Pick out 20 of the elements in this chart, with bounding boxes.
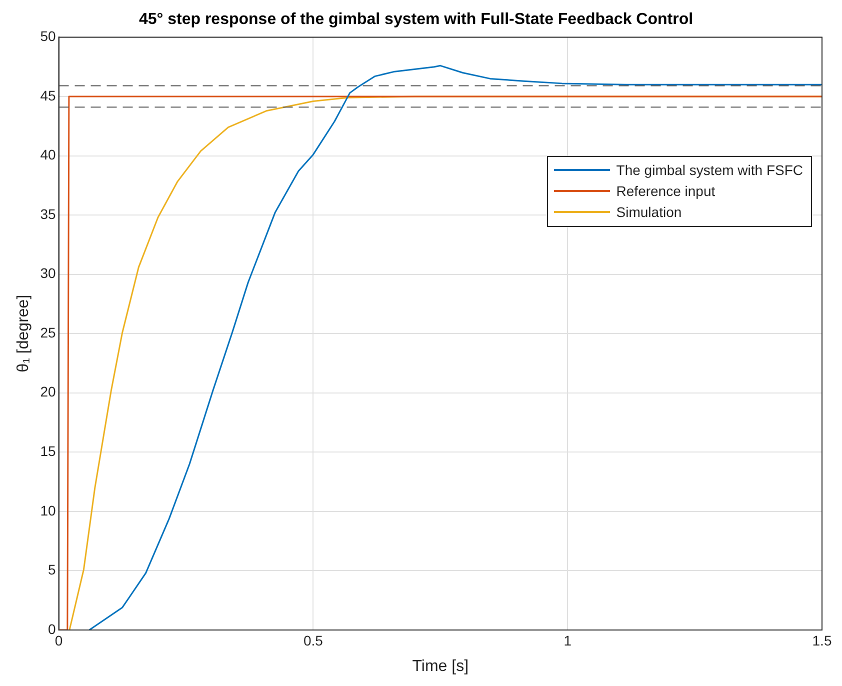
y-tick-label: 5 xyxy=(48,562,56,578)
y-axis-title: θ₁ [degree] xyxy=(15,294,32,372)
y-tick-label: 10 xyxy=(40,502,56,518)
y-tick-label: 45 xyxy=(40,87,56,104)
y-tick-label: 0 xyxy=(48,620,56,637)
legend-label: Reference input xyxy=(616,183,716,200)
x-tick-label: 0.5 xyxy=(303,632,324,648)
legend-label: The gimbal system with FSFC xyxy=(616,162,803,178)
x-axis-title: Time [s] xyxy=(412,658,469,675)
x-tick-label: 1.5 xyxy=(812,632,832,648)
y-tick-label: 30 xyxy=(40,265,56,282)
y-tick-label: 25 xyxy=(40,324,56,340)
y-tick-label: 40 xyxy=(40,146,56,163)
legend-label: Simulation xyxy=(616,204,682,220)
y-tick-label: 50 xyxy=(40,28,56,44)
chart-title: 45° step response of the gimbal system with Full-State Feedback Control xyxy=(138,11,694,28)
y-tick-label: 35 xyxy=(40,206,56,222)
y-tick-label: 20 xyxy=(40,384,56,400)
x-tick-label: 1 xyxy=(564,632,572,648)
y-tick-label: 15 xyxy=(40,443,56,460)
